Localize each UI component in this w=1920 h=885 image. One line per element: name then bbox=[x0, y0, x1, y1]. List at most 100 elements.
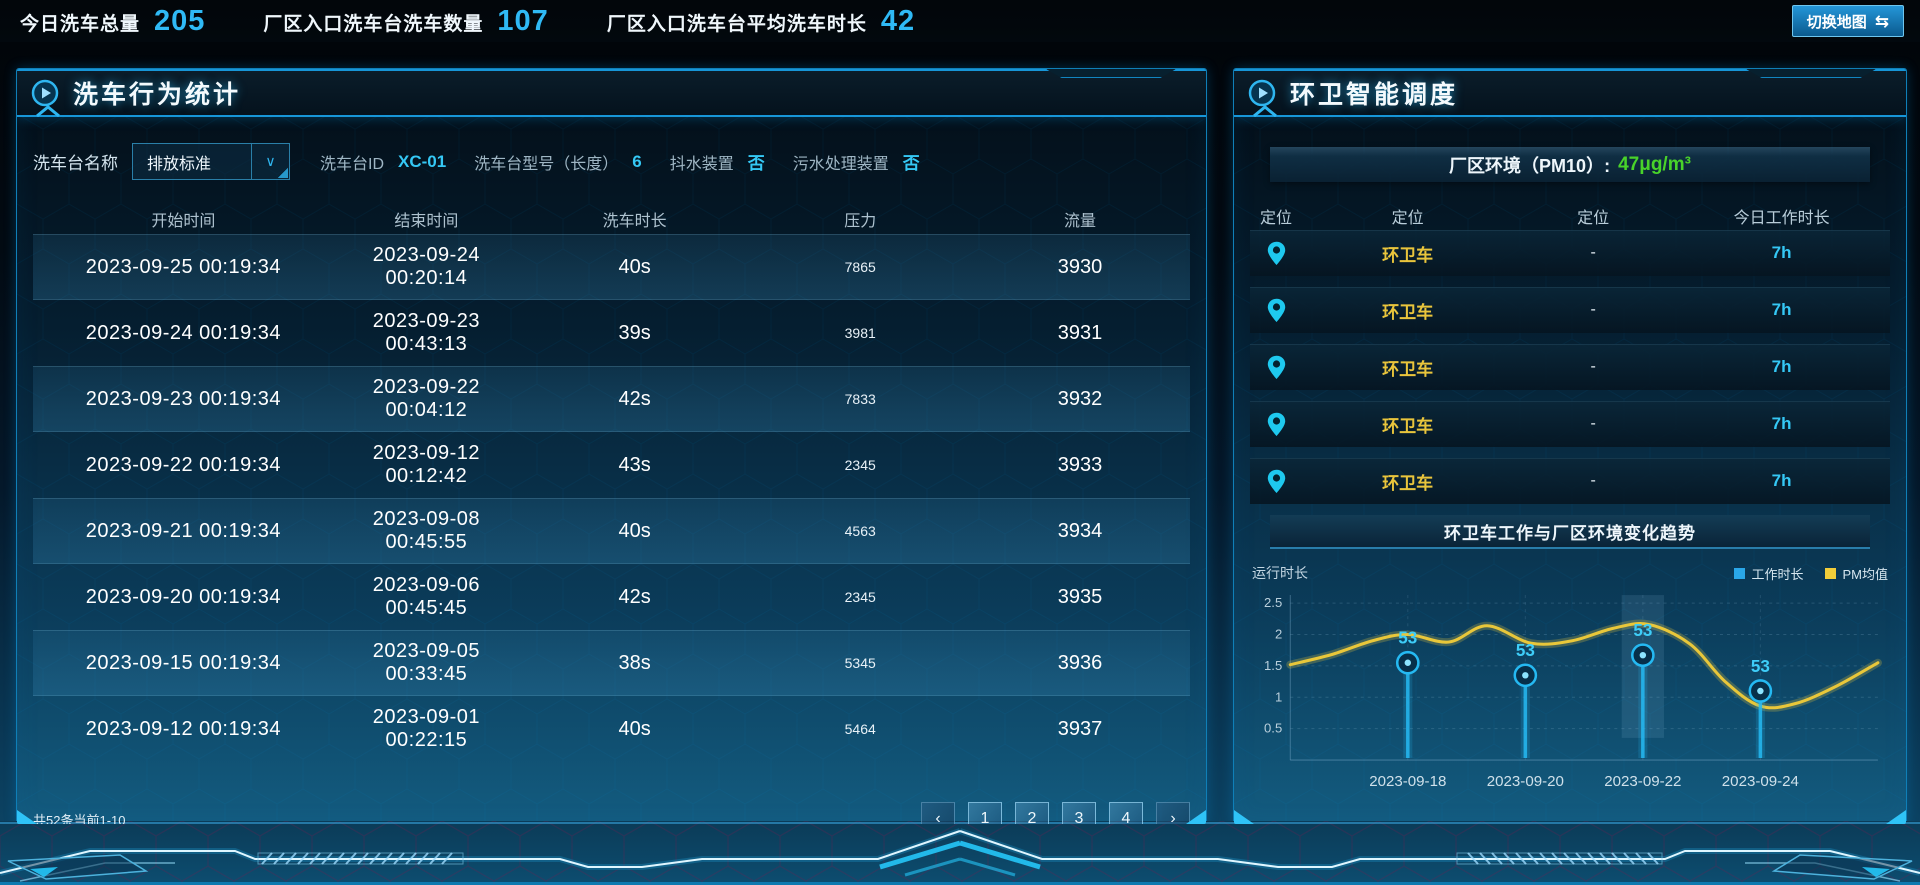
page-button-1[interactable]: 1 bbox=[968, 802, 1002, 824]
table-row[interactable]: 2023-09-12 00:19:34 2023-09-01 00:22:15 … bbox=[33, 696, 1190, 762]
vehicle-location-value: - bbox=[1590, 244, 1596, 261]
location-pin-icon[interactable] bbox=[1267, 412, 1286, 437]
pm10-banner: 厂区环境（PM10）: 47μg/m³ bbox=[1270, 147, 1870, 182]
switch-map-label: 切换地图 bbox=[1806, 13, 1867, 31]
svg-text:2023-09-24: 2023-09-24 bbox=[1722, 773, 1799, 790]
location-pin-icon[interactable] bbox=[1267, 355, 1286, 380]
cell-end-time: 2023-09-12 00:12:42 bbox=[372, 442, 481, 487]
table-row[interactable]: 2023-09-24 00:19:34 2023-09-23 00:43:13 … bbox=[33, 300, 1190, 366]
page-button-4[interactable]: 4 bbox=[1109, 802, 1143, 824]
trend-chart: 运行时长 工作时长 PM均值 0.5 1 1.5 2 2.5 2023-09-18 2023… bbox=[1248, 563, 1892, 800]
stat-entrance-washes: 厂区入口洗车台洗车数量 107 bbox=[263, 5, 548, 38]
filter-row: 洗车台名称 排放标准 ∨ 洗车台ID XC-01 洗车台型号（长度） 6 抖水装… bbox=[33, 143, 1190, 180]
vehicle-hours: 7h bbox=[1771, 471, 1792, 490]
filter-field-station-id: 洗车台ID XC-01 bbox=[320, 150, 446, 174]
cell-end-time: 2023-09-01 00:22:15 bbox=[372, 706, 481, 751]
col-duration: 洗车时长 bbox=[602, 213, 667, 230]
cell-duration: 40s bbox=[618, 519, 651, 542]
col-location: 定位 bbox=[1577, 210, 1610, 227]
cell-start-time: 2023-09-20 00:19:34 bbox=[85, 585, 282, 608]
switch-map-button[interactable]: 切换地图 ⇆ bbox=[1791, 5, 1904, 37]
chevron-up-decoration bbox=[1253, 105, 1277, 117]
page-button-2[interactable]: 2 bbox=[1015, 802, 1049, 824]
pm10-value: 47μg/m³ bbox=[1618, 153, 1691, 175]
vehicle-location-value: - bbox=[1590, 358, 1596, 375]
swap-arrows-icon: ⇆ bbox=[1874, 11, 1889, 31]
footer-tech-decoration bbox=[0, 821, 1920, 885]
location-pin-icon[interactable] bbox=[1267, 298, 1286, 323]
stat-total-washes: 今日洗车总量 205 bbox=[20, 5, 205, 38]
legend-label: PM均值 bbox=[1842, 566, 1888, 582]
vehicle-row[interactable]: 环卫车 - 7h bbox=[1250, 230, 1890, 276]
stat-value: 205 bbox=[154, 4, 206, 37]
pm10-label: 厂区环境（PM10）: bbox=[1449, 155, 1611, 176]
table-row[interactable]: 2023-09-15 00:19:34 2023-09-05 00:33:45 … bbox=[33, 630, 1190, 696]
vehicle-row[interactable]: 环卫车 - 7h bbox=[1250, 287, 1890, 333]
cell-start-time: 2023-09-12 00:19:34 bbox=[85, 717, 282, 740]
play-circle-icon bbox=[31, 79, 59, 107]
cell-duration: 43s bbox=[618, 453, 651, 476]
station-name-dropdown[interactable]: 排放标准 ∨ bbox=[132, 143, 290, 180]
vehicle-table-header: 定位 定位 定位 今日工作时长 bbox=[1250, 202, 1890, 230]
vehicle-name: 环卫车 bbox=[1382, 416, 1434, 436]
field-label: 洗车台型号（长度） bbox=[474, 155, 619, 173]
vehicle-hours: 7h bbox=[1771, 414, 1792, 433]
cell-start-time: 2023-09-24 00:19:34 bbox=[85, 321, 282, 344]
pagination-summary: 共52条当前1-10 bbox=[33, 812, 126, 825]
table-row[interactable]: 2023-09-25 00:19:34 2023-09-24 00:20:14 … bbox=[33, 234, 1190, 300]
chart-y-axis-label: 运行时长 bbox=[1252, 565, 1308, 581]
page-button-3[interactable]: 3 bbox=[1062, 802, 1096, 824]
station-name-label: 洗车台名称 bbox=[33, 154, 118, 173]
location-pin-icon[interactable] bbox=[1267, 241, 1286, 266]
cell-pressure: 3981 bbox=[844, 325, 876, 341]
vehicle-location-value: - bbox=[1590, 472, 1596, 489]
top-stats-bar: 今日洗车总量 205 厂区入口洗车台洗车数量 107 厂区入口洗车台平均洗车时长… bbox=[0, 0, 1920, 42]
trend-line-chart[interactable]: 0.5 1 1.5 2 2.5 2023-09-18 2023-09-20 2023-09-2… bbox=[1248, 587, 1892, 800]
chart-legend: 工作时长 PM均值 bbox=[1734, 564, 1888, 583]
vehicle-name: 环卫车 bbox=[1382, 473, 1434, 493]
cell-duration: 40s bbox=[618, 717, 651, 740]
stat-label: 今日洗车总量 bbox=[20, 13, 141, 35]
table-row[interactable]: 2023-09-22 00:19:34 2023-09-12 00:12:42 … bbox=[33, 432, 1190, 498]
legend-swatch-yellow bbox=[1825, 567, 1837, 579]
panel-header: 洗车行为统计 bbox=[17, 69, 1206, 117]
trend-chart-title: 环卫车工作与厂区环境变化趋势 bbox=[1270, 515, 1870, 549]
legend-item-pm-average[interactable]: PM均值 bbox=[1825, 564, 1888, 583]
cell-start-time: 2023-09-23 00:19:34 bbox=[85, 387, 282, 410]
cell-duration: 38s bbox=[618, 651, 651, 674]
prev-page-button[interactable]: ‹ bbox=[921, 802, 955, 824]
table-row[interactable]: 2023-09-23 00:19:34 2023-09-22 00:04:12 … bbox=[33, 366, 1190, 432]
svg-text:2023-09-22: 2023-09-22 bbox=[1604, 773, 1681, 790]
cell-end-time: 2023-09-23 00:43:13 bbox=[372, 310, 481, 355]
svg-text:2: 2 bbox=[1275, 627, 1282, 642]
cell-end-time: 2023-09-05 00:33:45 bbox=[372, 640, 481, 685]
filter-field-shake-device: 抖水装置 否 bbox=[670, 149, 765, 174]
svg-text:2023-09-18: 2023-09-18 bbox=[1369, 773, 1446, 790]
cell-flow: 3937 bbox=[1057, 717, 1103, 740]
vehicle-row[interactable]: 环卫车 - 7h bbox=[1250, 458, 1890, 504]
vehicle-row[interactable]: 环卫车 - 7h bbox=[1250, 401, 1890, 447]
svg-text:0.5: 0.5 bbox=[1264, 721, 1282, 736]
field-value: XC-01 bbox=[398, 151, 447, 171]
field-value: 否 bbox=[902, 154, 920, 173]
cell-start-time: 2023-09-25 00:19:34 bbox=[85, 255, 282, 278]
table-row[interactable]: 2023-09-21 00:19:34 2023-09-08 00:45:55 … bbox=[33, 498, 1190, 564]
location-pin-icon[interactable] bbox=[1267, 469, 1286, 494]
legend-item-work-hours[interactable]: 工作时长 bbox=[1734, 564, 1803, 583]
panel-top-notch bbox=[1746, 69, 1876, 78]
table-row[interactable]: 2023-09-20 00:19:34 2023-09-06 00:45:45 … bbox=[33, 564, 1190, 630]
chevron-up-decoration bbox=[36, 105, 60, 117]
vehicle-hours: 7h bbox=[1771, 357, 1792, 376]
next-page-button[interactable]: › bbox=[1156, 802, 1190, 824]
cell-pressure: 2345 bbox=[844, 589, 876, 605]
cell-duration: 40s bbox=[618, 255, 651, 278]
vehicle-location-value: - bbox=[1590, 415, 1596, 432]
pagination: 共52条当前1-10 ‹ 1 2 3 4 › bbox=[33, 802, 1190, 825]
cell-duration: 42s bbox=[618, 585, 651, 608]
cell-flow: 3931 bbox=[1057, 321, 1103, 344]
svg-text:2.5: 2.5 bbox=[1264, 595, 1282, 610]
vehicle-name: 环卫车 bbox=[1382, 245, 1434, 265]
play-circle-icon bbox=[1248, 79, 1276, 107]
vehicle-row[interactable]: 环卫车 - 7h bbox=[1250, 344, 1890, 390]
filter-field-model-length: 洗车台型号（长度） 6 bbox=[474, 150, 641, 174]
